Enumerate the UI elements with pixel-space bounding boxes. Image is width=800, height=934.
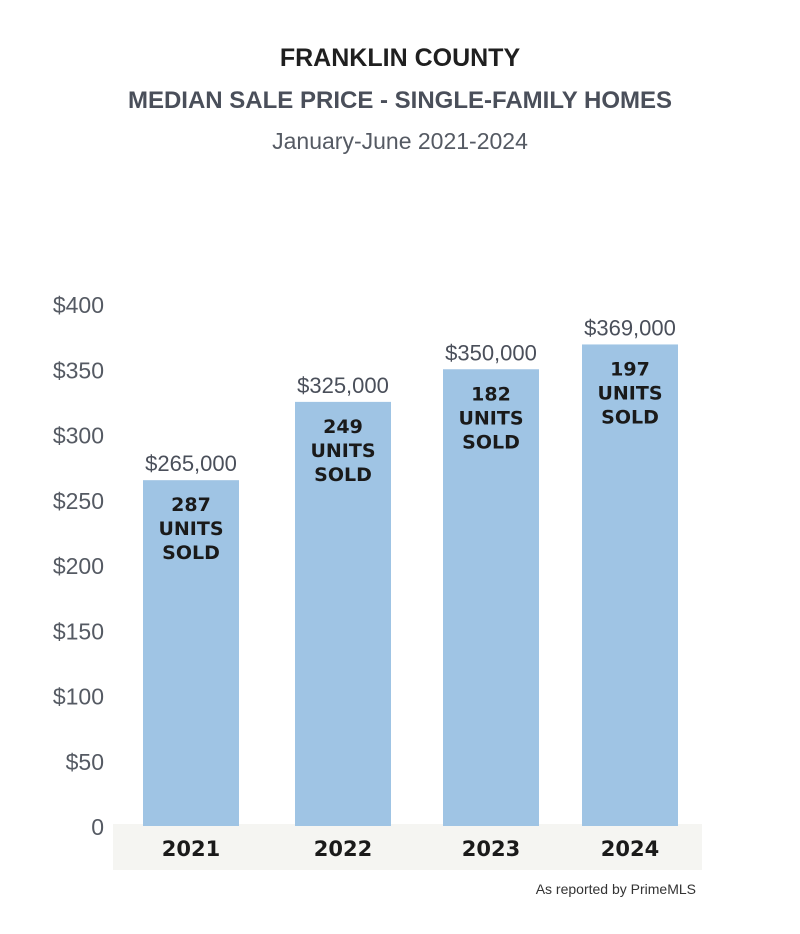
bar-units-label: 249 — [323, 416, 363, 438]
x-axis-band — [113, 824, 702, 870]
bar-units-label: UNITS — [158, 518, 223, 540]
bar-units-label: UNITS — [597, 382, 662, 404]
bar-value-label: $369,000 — [584, 315, 676, 340]
bar-value-label: $265,000 — [145, 451, 237, 476]
bar — [443, 369, 539, 826]
y-tick-label: $350 — [53, 357, 104, 383]
y-tick-label: $200 — [53, 553, 104, 579]
bar-units-label: UNITS — [458, 407, 523, 429]
y-tick-label: $300 — [53, 423, 104, 449]
x-tick-label: 2023 — [462, 837, 520, 861]
source-note: As reported by PrimeMLS — [535, 881, 696, 897]
bar — [582, 344, 678, 826]
x-tick-label: 2024 — [601, 837, 659, 861]
bar-value-label: $350,000 — [445, 340, 537, 365]
bar — [295, 401, 391, 826]
bar — [143, 480, 239, 826]
bar-units-label: SOLD — [462, 431, 520, 453]
x-tick-label: 2021 — [162, 837, 220, 861]
bar-units-label: 182 — [471, 383, 511, 405]
bar-units-label: 197 — [610, 358, 650, 380]
bar-value-label: $325,000 — [297, 373, 389, 398]
y-tick-label: 0 — [91, 814, 104, 840]
y-tick-label: $250 — [53, 488, 104, 514]
chart-subtitle: MEDIAN SALE PRICE - SINGLE-FAMILY HOMES — [127, 87, 673, 114]
y-tick-label: $100 — [53, 684, 104, 710]
bar-units-label: UNITS — [310, 440, 375, 462]
bar-units-label: SOLD — [314, 464, 372, 486]
bar-units-label: SOLD — [601, 406, 659, 428]
bar-units-label: 287 — [171, 494, 211, 516]
x-tick-label: 2022 — [314, 837, 372, 861]
y-tick-label: $400 — [53, 292, 104, 318]
bar-units-label: SOLD — [162, 542, 220, 564]
chart-title: FRANKLIN COUNTY — [279, 44, 521, 72]
y-tick-label: $50 — [66, 749, 104, 775]
chart-period: January-June 2021-2024 — [272, 128, 528, 154]
y-tick-label: $150 — [53, 618, 104, 644]
